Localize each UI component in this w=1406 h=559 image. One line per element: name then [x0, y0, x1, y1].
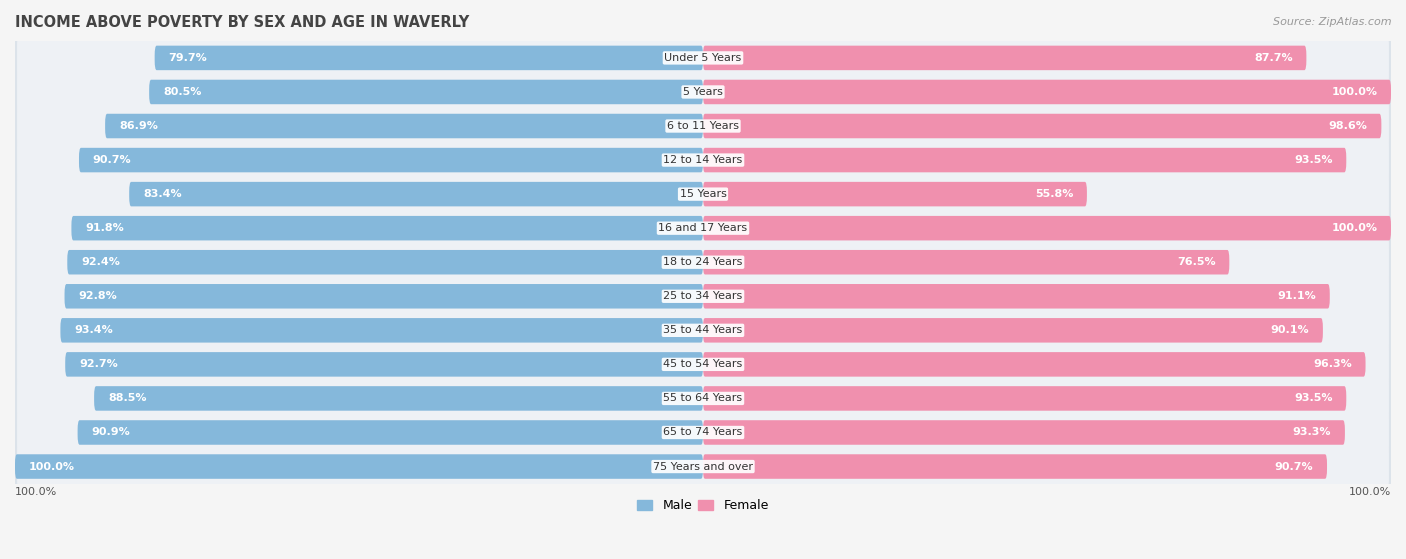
- Text: Under 5 Years: Under 5 Years: [665, 53, 741, 63]
- FancyBboxPatch shape: [60, 318, 703, 343]
- FancyBboxPatch shape: [703, 46, 1306, 70]
- FancyBboxPatch shape: [15, 271, 1391, 322]
- FancyBboxPatch shape: [67, 250, 703, 274]
- Text: 45 to 54 Years: 45 to 54 Years: [664, 359, 742, 369]
- FancyBboxPatch shape: [703, 80, 1391, 104]
- FancyBboxPatch shape: [17, 413, 1389, 452]
- Text: 90.9%: 90.9%: [91, 428, 131, 438]
- FancyBboxPatch shape: [17, 277, 1389, 316]
- Text: 79.7%: 79.7%: [169, 53, 207, 63]
- FancyBboxPatch shape: [94, 386, 703, 411]
- Text: 93.4%: 93.4%: [75, 325, 112, 335]
- Text: 100.0%: 100.0%: [28, 462, 75, 472]
- Text: 5 Years: 5 Years: [683, 87, 723, 97]
- Text: 90.7%: 90.7%: [93, 155, 131, 165]
- FancyBboxPatch shape: [15, 67, 1391, 117]
- FancyBboxPatch shape: [703, 216, 1391, 240]
- FancyBboxPatch shape: [17, 209, 1389, 248]
- FancyBboxPatch shape: [15, 441, 1391, 492]
- FancyBboxPatch shape: [15, 339, 1391, 390]
- FancyBboxPatch shape: [15, 135, 1391, 186]
- Text: 93.3%: 93.3%: [1292, 428, 1331, 438]
- Text: 91.8%: 91.8%: [86, 223, 124, 233]
- Text: 76.5%: 76.5%: [1177, 257, 1216, 267]
- Text: 83.4%: 83.4%: [143, 189, 181, 199]
- Text: 92.7%: 92.7%: [79, 359, 118, 369]
- FancyBboxPatch shape: [15, 454, 703, 479]
- FancyBboxPatch shape: [703, 352, 1365, 377]
- Text: 86.9%: 86.9%: [120, 121, 157, 131]
- Text: 92.8%: 92.8%: [79, 291, 117, 301]
- Text: 75 Years and over: 75 Years and over: [652, 462, 754, 472]
- Text: 55 to 64 Years: 55 to 64 Years: [664, 394, 742, 404]
- Text: 98.6%: 98.6%: [1329, 121, 1368, 131]
- Text: 65 to 74 Years: 65 to 74 Years: [664, 428, 742, 438]
- Text: 80.5%: 80.5%: [163, 87, 201, 97]
- Text: 35 to 44 Years: 35 to 44 Years: [664, 325, 742, 335]
- FancyBboxPatch shape: [17, 72, 1389, 112]
- FancyBboxPatch shape: [703, 250, 1229, 274]
- FancyBboxPatch shape: [65, 352, 703, 377]
- Text: 90.7%: 90.7%: [1275, 462, 1313, 472]
- FancyBboxPatch shape: [15, 373, 1391, 424]
- FancyBboxPatch shape: [15, 101, 1391, 151]
- FancyBboxPatch shape: [15, 305, 1391, 356]
- FancyBboxPatch shape: [15, 407, 1391, 458]
- FancyBboxPatch shape: [17, 140, 1389, 180]
- Text: 55.8%: 55.8%: [1035, 189, 1073, 199]
- Text: 100.0%: 100.0%: [1348, 487, 1391, 497]
- Text: 88.5%: 88.5%: [108, 394, 146, 404]
- Text: 100.0%: 100.0%: [15, 487, 58, 497]
- Text: 25 to 34 Years: 25 to 34 Years: [664, 291, 742, 301]
- FancyBboxPatch shape: [105, 114, 703, 138]
- FancyBboxPatch shape: [155, 46, 703, 70]
- Text: 91.1%: 91.1%: [1277, 291, 1316, 301]
- FancyBboxPatch shape: [703, 182, 1087, 206]
- Text: 12 to 14 Years: 12 to 14 Years: [664, 155, 742, 165]
- FancyBboxPatch shape: [17, 106, 1389, 146]
- FancyBboxPatch shape: [15, 169, 1391, 220]
- FancyBboxPatch shape: [15, 32, 1391, 83]
- Text: 100.0%: 100.0%: [1331, 87, 1378, 97]
- Text: INCOME ABOVE POVERTY BY SEX AND AGE IN WAVERLY: INCOME ABOVE POVERTY BY SEX AND AGE IN W…: [15, 15, 470, 30]
- Text: 96.3%: 96.3%: [1313, 359, 1351, 369]
- FancyBboxPatch shape: [79, 148, 703, 172]
- FancyBboxPatch shape: [703, 148, 1347, 172]
- FancyBboxPatch shape: [15, 202, 1391, 254]
- Text: 18 to 24 Years: 18 to 24 Years: [664, 257, 742, 267]
- Text: 15 Years: 15 Years: [679, 189, 727, 199]
- Text: 93.5%: 93.5%: [1294, 394, 1333, 404]
- FancyBboxPatch shape: [17, 38, 1389, 78]
- FancyBboxPatch shape: [703, 454, 1327, 479]
- FancyBboxPatch shape: [703, 284, 1330, 309]
- FancyBboxPatch shape: [703, 114, 1381, 138]
- FancyBboxPatch shape: [15, 236, 1391, 288]
- FancyBboxPatch shape: [149, 80, 703, 104]
- Text: 93.5%: 93.5%: [1294, 155, 1333, 165]
- Legend: Male, Female: Male, Female: [633, 494, 773, 517]
- FancyBboxPatch shape: [703, 318, 1323, 343]
- FancyBboxPatch shape: [72, 216, 703, 240]
- Text: 90.1%: 90.1%: [1271, 325, 1309, 335]
- Text: 6 to 11 Years: 6 to 11 Years: [666, 121, 740, 131]
- FancyBboxPatch shape: [703, 420, 1346, 445]
- Text: 92.4%: 92.4%: [82, 257, 120, 267]
- FancyBboxPatch shape: [17, 345, 1389, 384]
- FancyBboxPatch shape: [65, 284, 703, 309]
- Text: Source: ZipAtlas.com: Source: ZipAtlas.com: [1274, 17, 1392, 27]
- FancyBboxPatch shape: [17, 243, 1389, 282]
- Text: 100.0%: 100.0%: [1331, 223, 1378, 233]
- FancyBboxPatch shape: [129, 182, 703, 206]
- FancyBboxPatch shape: [703, 386, 1347, 411]
- FancyBboxPatch shape: [17, 311, 1389, 350]
- FancyBboxPatch shape: [17, 447, 1389, 486]
- Text: 87.7%: 87.7%: [1254, 53, 1292, 63]
- FancyBboxPatch shape: [17, 174, 1389, 214]
- FancyBboxPatch shape: [77, 420, 703, 445]
- Text: 16 and 17 Years: 16 and 17 Years: [658, 223, 748, 233]
- FancyBboxPatch shape: [17, 378, 1389, 418]
